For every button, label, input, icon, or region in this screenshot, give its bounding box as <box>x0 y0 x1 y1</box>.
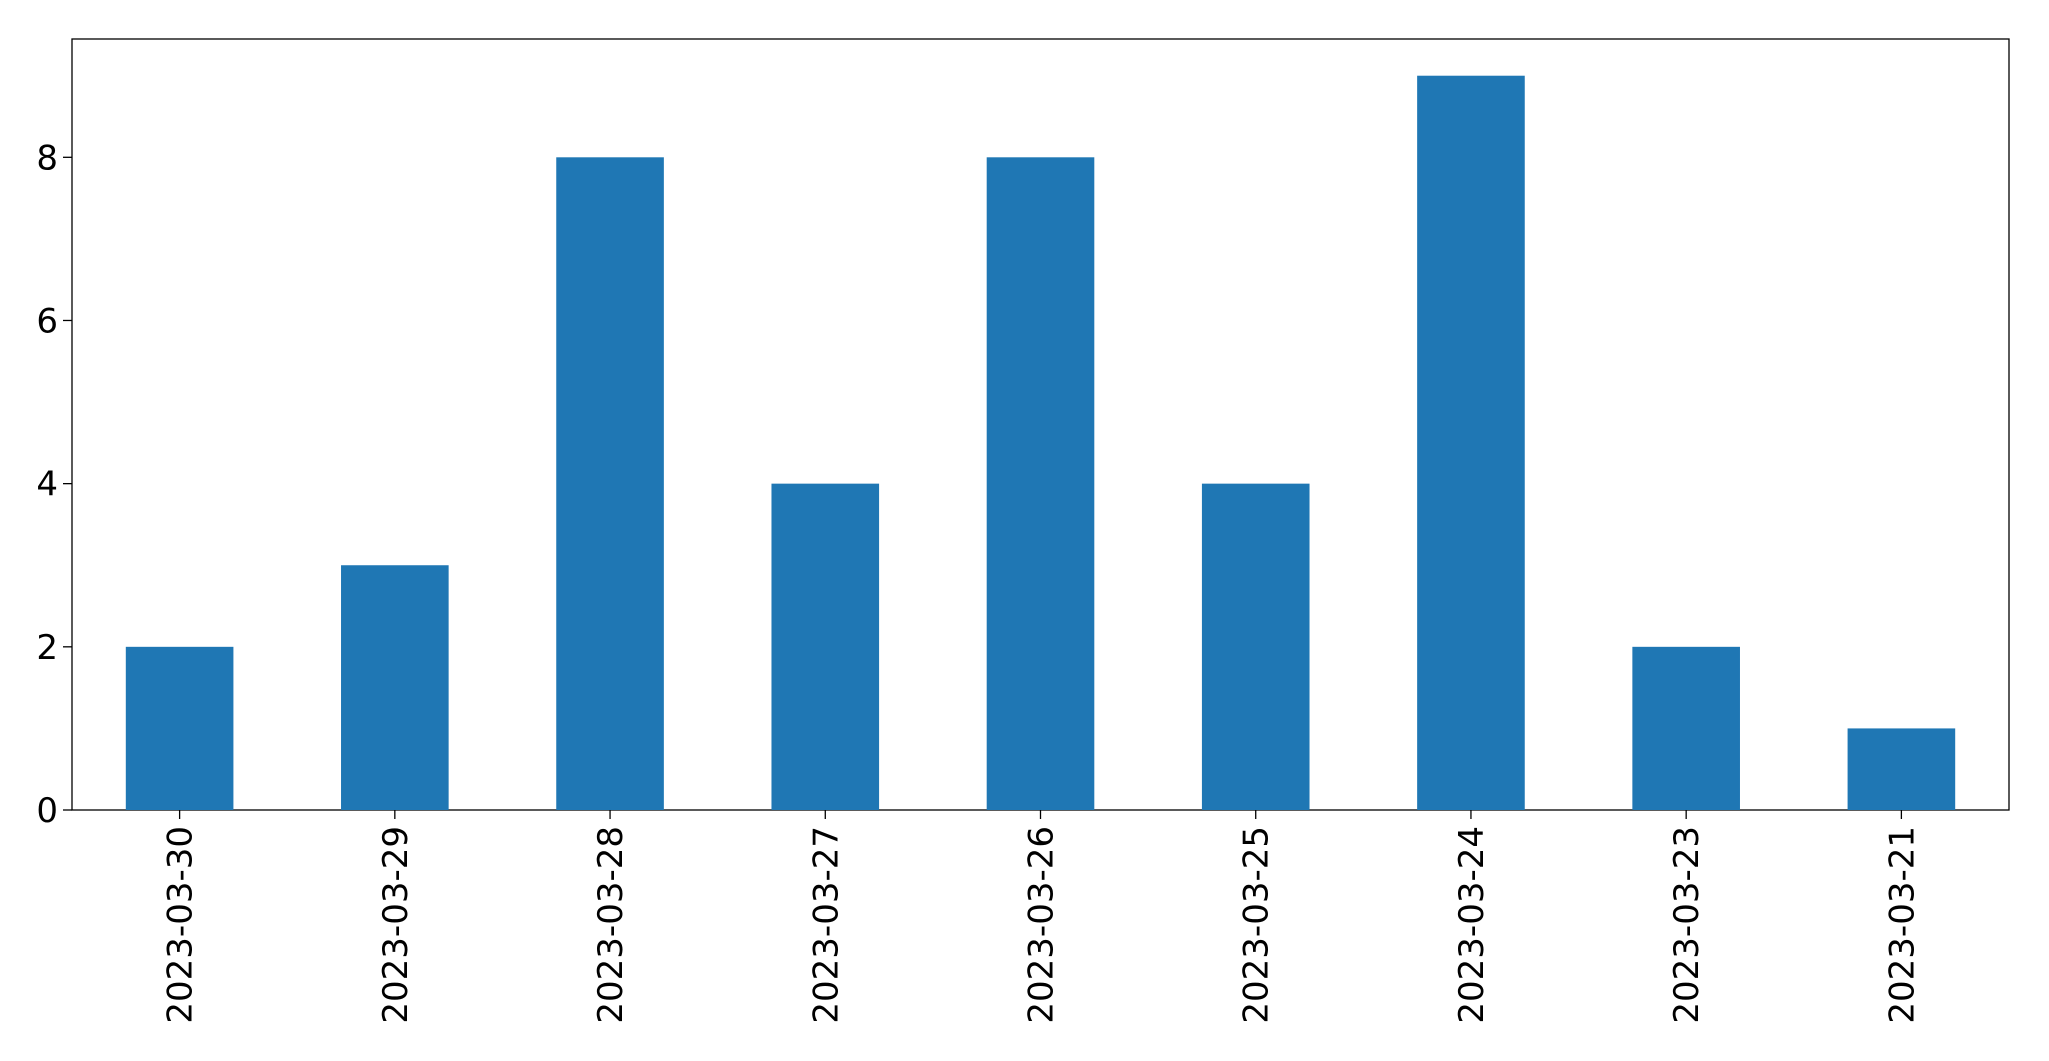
x-tick-label: 2023-03-23 <box>1667 826 1707 1024</box>
bar <box>1417 75 1525 810</box>
x-tick-label: 2023-03-28 <box>591 826 631 1024</box>
bar <box>125 646 234 810</box>
bar <box>1632 646 1740 810</box>
bar <box>986 157 1095 811</box>
bar <box>341 565 449 810</box>
y-tick-label: 2 <box>36 628 58 668</box>
bar <box>1847 728 1956 810</box>
x-tick-label: 2023-03-27 <box>806 826 846 1024</box>
y-tick-label: 8 <box>36 138 58 178</box>
x-tick-label: 2023-03-24 <box>1452 826 1492 1024</box>
x-tick-label: 2023-03-29 <box>376 826 416 1024</box>
x-tick-label: 2023-03-30 <box>161 826 201 1024</box>
bar <box>556 157 664 811</box>
x-tick-label: 2023-03-26 <box>1022 826 1062 1024</box>
x-tick-label: 2023-03-25 <box>1237 826 1277 1024</box>
y-tick-label: 4 <box>36 465 58 505</box>
bar <box>1201 483 1310 810</box>
bar <box>771 483 880 810</box>
y-tick-label: 6 <box>36 301 58 341</box>
x-tick-label: 2023-03-21 <box>1882 826 1922 1024</box>
y-tick-label: 0 <box>36 791 58 831</box>
